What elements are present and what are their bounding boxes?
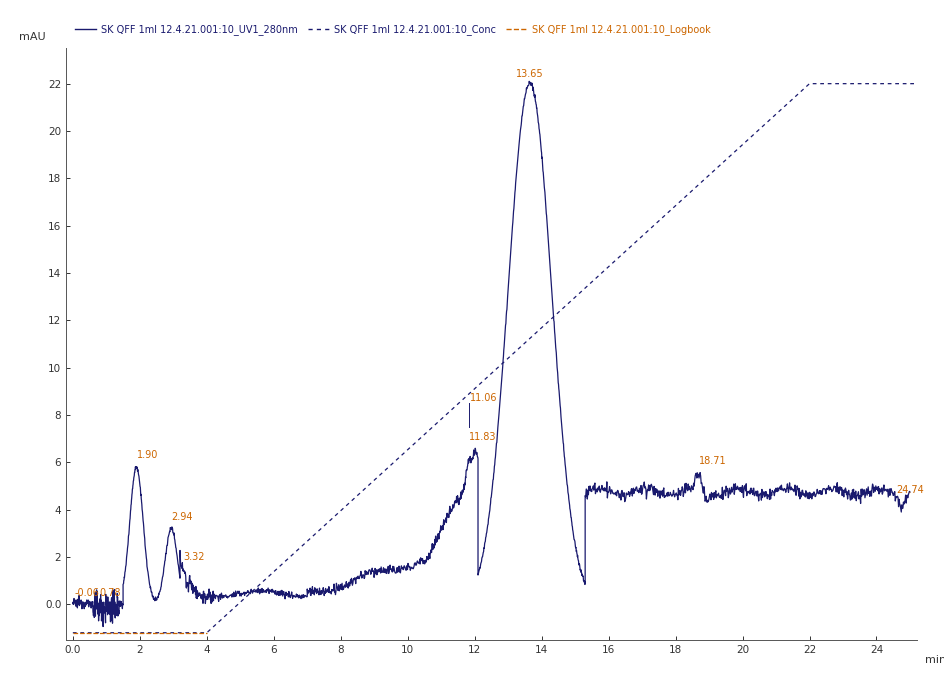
Text: 2.94: 2.94 bbox=[172, 511, 193, 522]
Text: 13.65: 13.65 bbox=[515, 69, 543, 79]
Text: -0.06: -0.06 bbox=[75, 588, 100, 599]
Text: 11.83: 11.83 bbox=[468, 431, 496, 442]
Text: 18.71: 18.71 bbox=[699, 456, 726, 466]
Text: 3.32: 3.32 bbox=[183, 552, 205, 561]
Text: 24.74: 24.74 bbox=[896, 486, 923, 495]
Text: min: min bbox=[924, 655, 944, 665]
Text: 0.78: 0.78 bbox=[99, 588, 120, 599]
Text: mAU: mAU bbox=[19, 32, 46, 42]
Text: 1.90: 1.90 bbox=[136, 450, 158, 460]
Legend: SK QFF 1ml 12.4.21.001:10_UV1_280nm, SK QFF 1ml 12.4.21.001:10_Conc, SK QFF 1ml : SK QFF 1ml 12.4.21.001:10_UV1_280nm, SK … bbox=[71, 21, 714, 39]
Text: 11.06: 11.06 bbox=[470, 393, 497, 403]
